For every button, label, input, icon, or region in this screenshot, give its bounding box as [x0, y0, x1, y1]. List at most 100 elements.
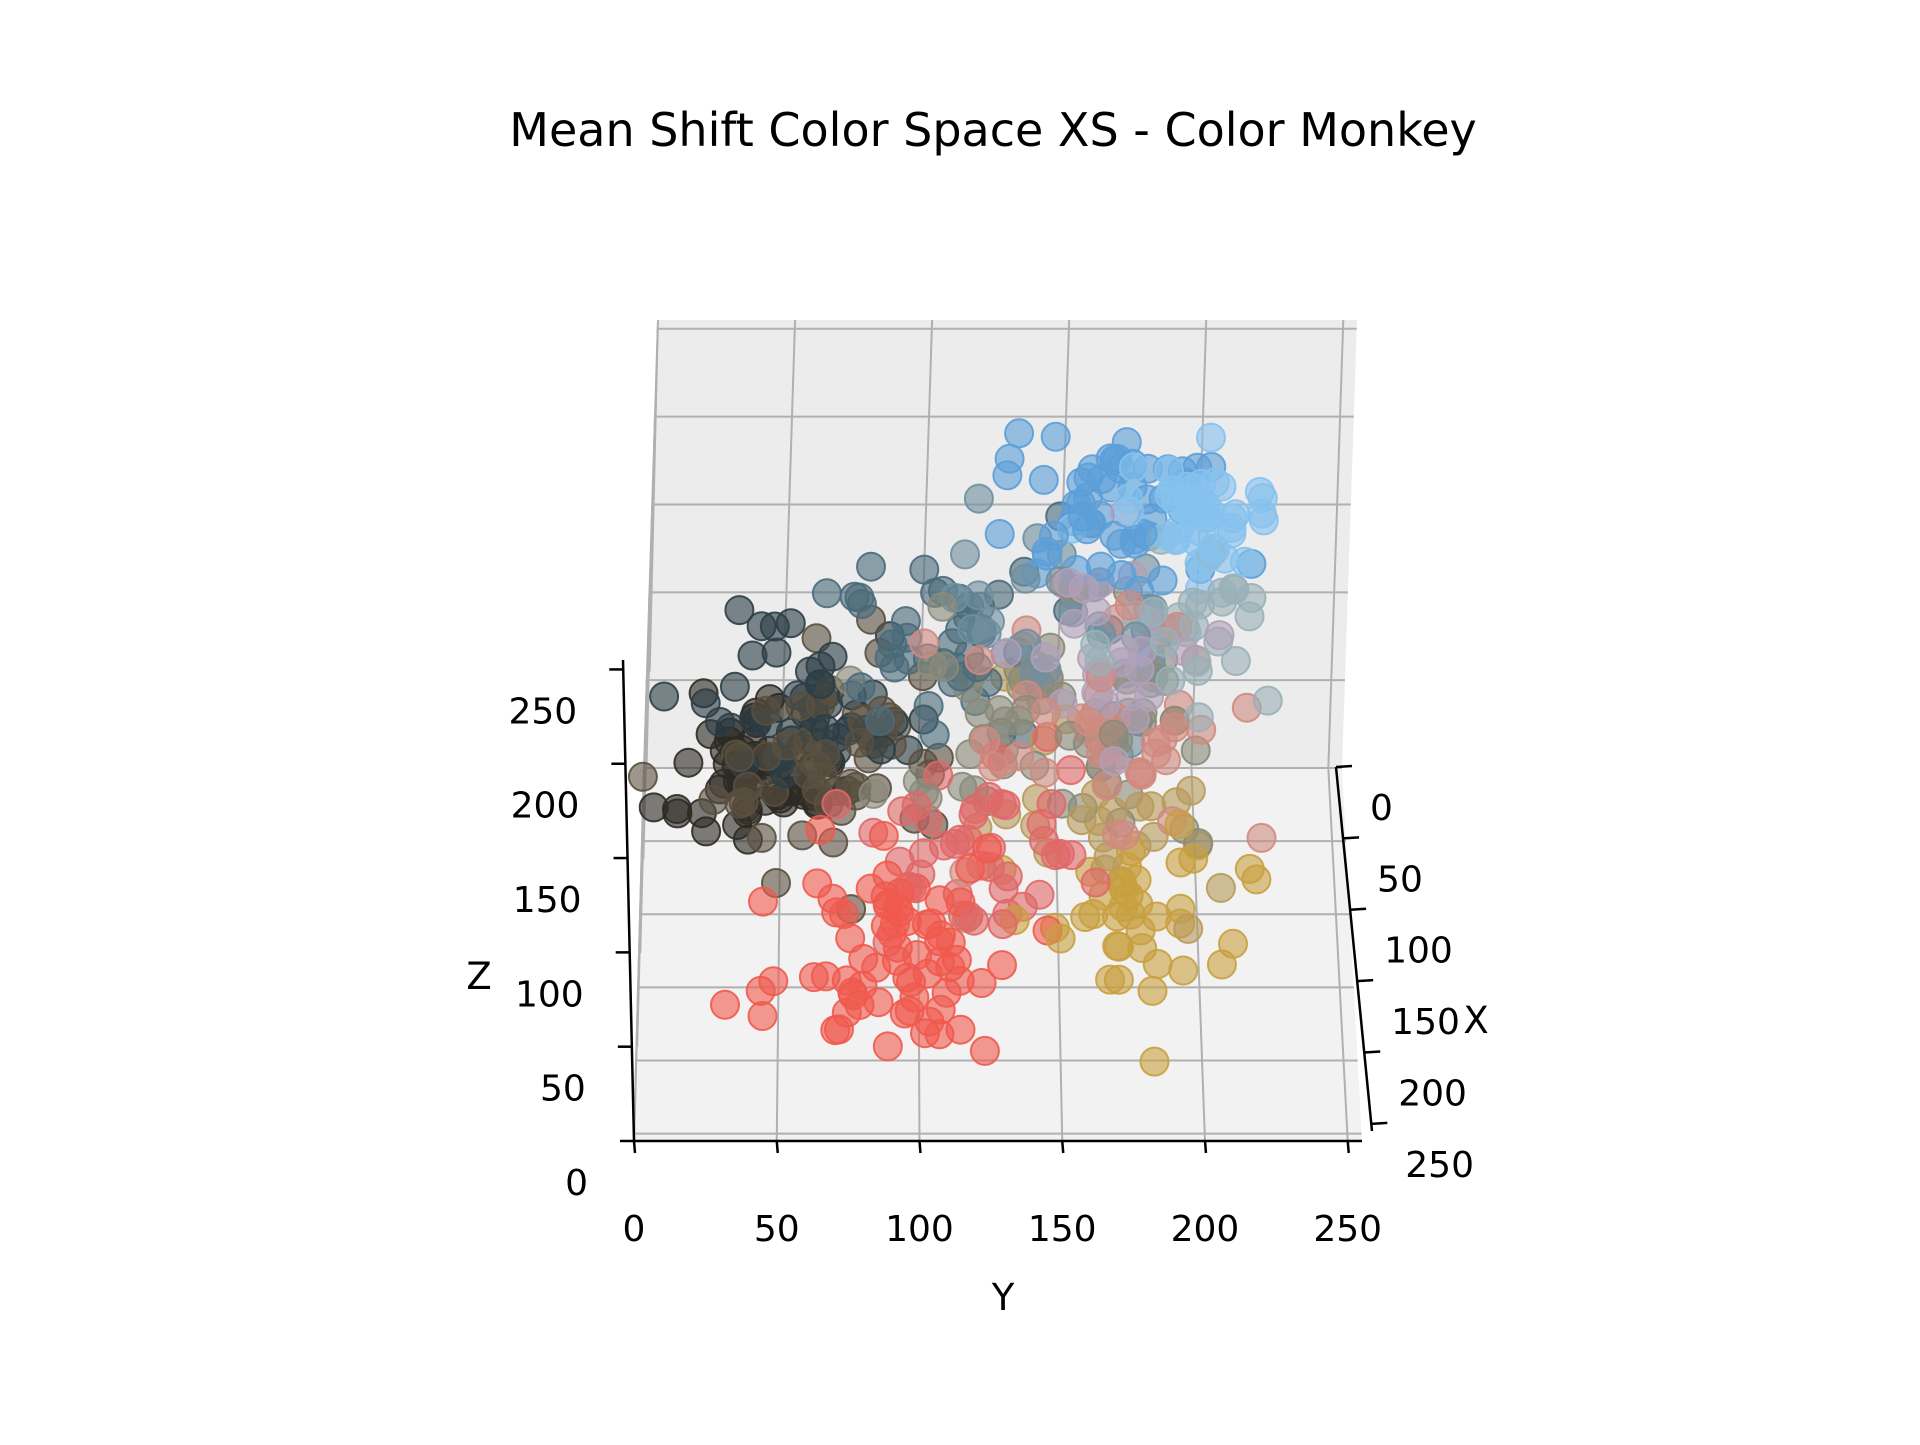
x-tick-label: 50: [1377, 859, 1423, 900]
tick-labels: 0 50 100 150 200 250 0 50 100 150 200 250 0 50 100 150 2…: [508, 691, 1474, 1250]
z-axis-line: [621, 659, 636, 1142]
data-point: [872, 890, 903, 921]
data-point: [872, 1031, 903, 1062]
data-point: [1109, 820, 1140, 851]
data-point: [964, 645, 995, 676]
data-point: [1080, 867, 1111, 898]
data-point: [894, 996, 925, 1026]
data-point: [978, 751, 1009, 782]
y-tick-mark: [918, 1140, 922, 1154]
data-point: [1134, 681, 1165, 712]
data-point: [748, 886, 778, 917]
data-point: [988, 873, 1019, 904]
data-point: [627, 761, 658, 792]
data-point: [1055, 755, 1086, 786]
data-point: [865, 706, 896, 736]
data-point: [909, 628, 940, 659]
data-point: [910, 1018, 940, 1049]
data-point: [638, 792, 669, 823]
y-axis-label: Y: [991, 1276, 1015, 1319]
data-point: [1026, 809, 1057, 839]
x-tick-label: 150: [1391, 1002, 1460, 1043]
data-point: [732, 771, 763, 802]
data-point: [1160, 486, 1191, 516]
y-tick-label: 100: [885, 1209, 954, 1250]
data-point: [1074, 707, 1105, 738]
data-point: [1104, 931, 1135, 962]
data-point: [1066, 805, 1097, 836]
data-point: [1160, 525, 1191, 556]
x-tick-mark: [1357, 978, 1374, 983]
data-point: [924, 885, 955, 916]
data-point: [649, 681, 680, 712]
x-axis-label: X: [1463, 999, 1488, 1042]
data-point: [929, 651, 960, 682]
data-point: [913, 691, 944, 721]
data-point: [863, 987, 894, 1018]
data-point: [698, 785, 729, 815]
data-point: [1108, 892, 1139, 923]
x-tick-mark: [1350, 907, 1367, 911]
data-point: [1220, 646, 1251, 676]
data-point: [1205, 872, 1236, 903]
y-tick-mark: [1060, 1140, 1065, 1154]
data-point: [1234, 853, 1265, 884]
data-point: [805, 669, 836, 700]
z-tick-label: 50: [540, 1069, 586, 1110]
data-point: [820, 1015, 851, 1046]
data-point: [1067, 501, 1098, 532]
data-point: [802, 750, 832, 781]
data-point: [1216, 512, 1247, 543]
data-point: [705, 707, 735, 737]
data-point: [963, 580, 994, 611]
data-point: [1173, 913, 1204, 944]
data-point: [1246, 822, 1277, 853]
y-tick-label: 200: [1171, 1209, 1240, 1250]
data-point: [970, 726, 1001, 756]
data-point: [924, 926, 955, 957]
data-point: [984, 519, 1015, 549]
data-point: [719, 671, 750, 702]
data-point: [1078, 899, 1109, 930]
data-point: [987, 909, 1018, 940]
data-point: [1045, 923, 1076, 954]
data-point: [1138, 596, 1169, 627]
data-point: [1031, 697, 1062, 728]
data-point: [858, 778, 889, 809]
data-point: [1137, 975, 1168, 1006]
y-tick-mark: [1346, 1140, 1350, 1154]
data-point: [775, 608, 806, 639]
data-point: [966, 968, 997, 998]
data-point: [1103, 964, 1134, 995]
y-tick-mark: [775, 1140, 779, 1154]
data-point: [856, 551, 886, 582]
z-axis-label: Z: [466, 955, 491, 998]
data-point: [975, 606, 1005, 637]
data-point: [960, 794, 990, 824]
x-tick-mark: [1342, 836, 1360, 840]
x-tick-mark: [1335, 764, 1353, 769]
grid-line-z: [648, 327, 1357, 672]
y-tick-mark: [632, 1140, 637, 1154]
data-point: [691, 816, 722, 847]
data-point: [724, 742, 755, 773]
x-tick-label: 200: [1398, 1073, 1467, 1114]
data-point: [1139, 1046, 1170, 1077]
data-point: [1164, 809, 1195, 840]
data-point: [984, 695, 1015, 726]
data-point: [991, 637, 1022, 668]
data-point: [1084, 645, 1115, 676]
data-point: [959, 905, 989, 936]
data-point: [1218, 928, 1248, 959]
data-point: [673, 747, 704, 778]
data-point: [844, 727, 875, 758]
data-point: [838, 980, 869, 1011]
data-point: [901, 790, 932, 821]
data-point: [1038, 520, 1069, 551]
data-point: [1030, 642, 1061, 673]
y-tick-label: 0: [623, 1209, 646, 1250]
data-point: [805, 814, 836, 845]
z-tick-label: 0: [565, 1163, 588, 1204]
